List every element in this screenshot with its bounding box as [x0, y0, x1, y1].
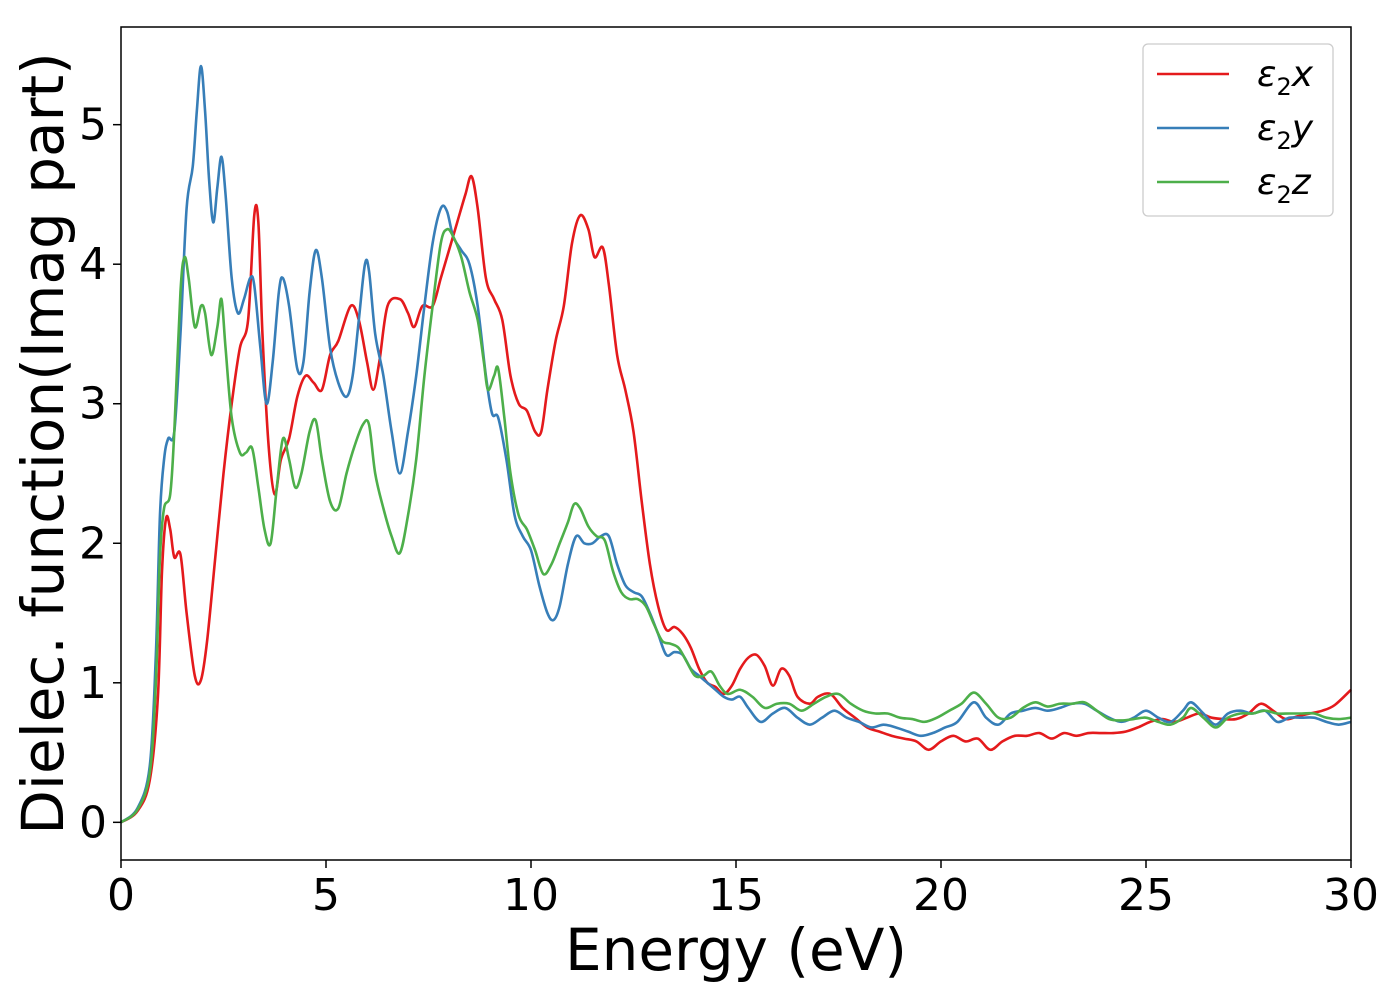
- legend-box: [1142, 43, 1334, 217]
- legend-label-x: ε2x: [1257, 54, 1314, 101]
- x-tick-label: 30: [1323, 870, 1379, 921]
- legend-label-z: ε2z: [1257, 162, 1312, 209]
- y-tick-label: 1: [79, 658, 107, 709]
- x-tick-label: 10: [503, 870, 559, 921]
- x-tick-label: 25: [1118, 870, 1174, 921]
- y-tick-label: 4: [79, 239, 107, 290]
- legend: ε2x ε2y ε2z: [1142, 43, 1334, 217]
- y-tick-label: 5: [79, 100, 107, 151]
- x-axis-label: Energy (eV): [565, 916, 907, 984]
- x-tick-label: 15: [708, 870, 764, 921]
- y-tick-label: 0: [79, 797, 107, 848]
- legend-label-y: ε2y: [1257, 108, 1314, 155]
- x-tick-label: 5: [312, 870, 340, 921]
- y-tick-label: 2: [79, 518, 107, 569]
- x-tick-label: 0: [107, 870, 135, 921]
- y-axis-label: Dielec. function(Imag part): [9, 52, 77, 835]
- x-tick-label: 20: [913, 870, 969, 921]
- y-tick-label: 3: [79, 379, 107, 430]
- ticks-layer: 0 5 10 15 20 25 30 0 1 2 3 4 5: [79, 100, 1379, 921]
- series-layer: [120, 64, 1352, 824]
- series-line-z: [120, 227, 1352, 824]
